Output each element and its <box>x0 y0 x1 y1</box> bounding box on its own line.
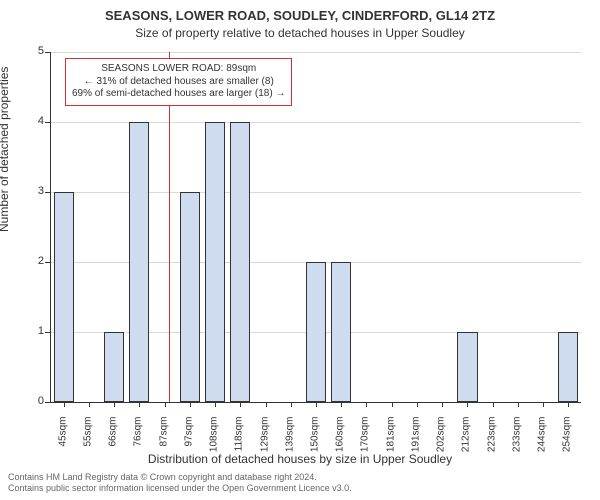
x-tick-label: 233sqm <box>511 417 522 461</box>
legend-box: SEASONS LOWER ROAD: 89sqm← 31% of detach… <box>65 58 292 106</box>
x-tick-label: 87sqm <box>158 417 169 461</box>
y-tick-label: 5 <box>30 45 44 57</box>
x-tick-label: 150sqm <box>310 417 321 461</box>
x-tick <box>316 402 317 407</box>
x-tick <box>518 402 519 407</box>
x-tick-label: 191sqm <box>410 417 421 461</box>
y-tick <box>45 192 50 193</box>
y-tick <box>45 262 50 263</box>
x-tick <box>215 402 216 407</box>
x-tick-label: 160sqm <box>335 417 346 461</box>
legend-line: SEASONS LOWER ROAD: 89sqm <box>72 63 285 76</box>
footer-line-2: Contains public sector information licen… <box>8 483 352 494</box>
x-tick <box>417 402 418 407</box>
x-tick-label: 108sqm <box>209 417 220 461</box>
y-tick <box>45 122 50 123</box>
chart-title: SEASONS, LOWER ROAD, SOUDLEY, CINDERFORD… <box>0 8 600 23</box>
x-tick <box>442 402 443 407</box>
x-tick-label: 45sqm <box>57 417 68 461</box>
x-tick <box>291 402 292 407</box>
bar <box>180 192 200 402</box>
legend-line: 69% of semi-detached houses are larger (… <box>72 88 285 101</box>
x-tick-label: 139sqm <box>284 417 295 461</box>
x-tick <box>392 402 393 407</box>
x-tick <box>341 402 342 407</box>
bar <box>306 262 326 402</box>
x-tick-label: 212sqm <box>461 417 472 461</box>
bar <box>104 332 124 402</box>
x-tick <box>568 402 569 407</box>
x-tick-label: 202sqm <box>436 417 447 461</box>
x-tick <box>467 402 468 407</box>
x-tick <box>89 402 90 407</box>
x-tick-label: 97sqm <box>183 417 194 461</box>
x-tick <box>366 402 367 407</box>
bar <box>230 122 250 402</box>
x-tick <box>139 402 140 407</box>
y-tick-label: 1 <box>30 325 44 337</box>
chart-subtitle: Size of property relative to detached ho… <box>0 26 600 40</box>
footer-attribution: Contains HM Land Registry data © Crown c… <box>8 472 352 494</box>
x-tick <box>240 402 241 407</box>
y-tick-label: 3 <box>30 185 44 197</box>
x-tick <box>114 402 115 407</box>
bar <box>129 122 149 402</box>
y-tick-label: 0 <box>30 395 44 407</box>
x-tick <box>493 402 494 407</box>
y-tick-label: 2 <box>30 255 44 267</box>
bar <box>331 262 351 402</box>
x-tick-label: 223sqm <box>486 417 497 461</box>
y-tick <box>45 402 50 403</box>
x-tick <box>165 402 166 407</box>
x-tick-label: 76sqm <box>133 417 144 461</box>
gridline <box>51 52 581 53</box>
x-tick-label: 181sqm <box>385 417 396 461</box>
x-tick-label: 66sqm <box>108 417 119 461</box>
y-tick-label: 4 <box>30 115 44 127</box>
x-tick-label: 55sqm <box>82 417 93 461</box>
bar <box>205 122 225 402</box>
x-tick <box>266 402 267 407</box>
x-tick-label: 254sqm <box>562 417 573 461</box>
plot-area: SEASONS LOWER ROAD: 89sqm← 31% of detach… <box>50 52 581 403</box>
chart-container: SEASONS, LOWER ROAD, SOUDLEY, CINDERFORD… <box>0 0 600 500</box>
bar <box>54 192 74 402</box>
x-tick <box>543 402 544 407</box>
bar <box>558 332 578 402</box>
y-axis-label: Number of detached properties <box>0 67 11 232</box>
x-tick-label: 170sqm <box>360 417 371 461</box>
x-tick-label: 129sqm <box>259 417 270 461</box>
y-tick <box>45 332 50 333</box>
bar <box>457 332 477 402</box>
footer-line-1: Contains HM Land Registry data © Crown c… <box>8 472 352 483</box>
y-tick <box>45 52 50 53</box>
x-tick-label: 118sqm <box>234 417 245 461</box>
x-tick <box>190 402 191 407</box>
legend-line: ← 31% of detached houses are smaller (8) <box>72 76 285 89</box>
x-tick <box>64 402 65 407</box>
x-tick-label: 244sqm <box>537 417 548 461</box>
